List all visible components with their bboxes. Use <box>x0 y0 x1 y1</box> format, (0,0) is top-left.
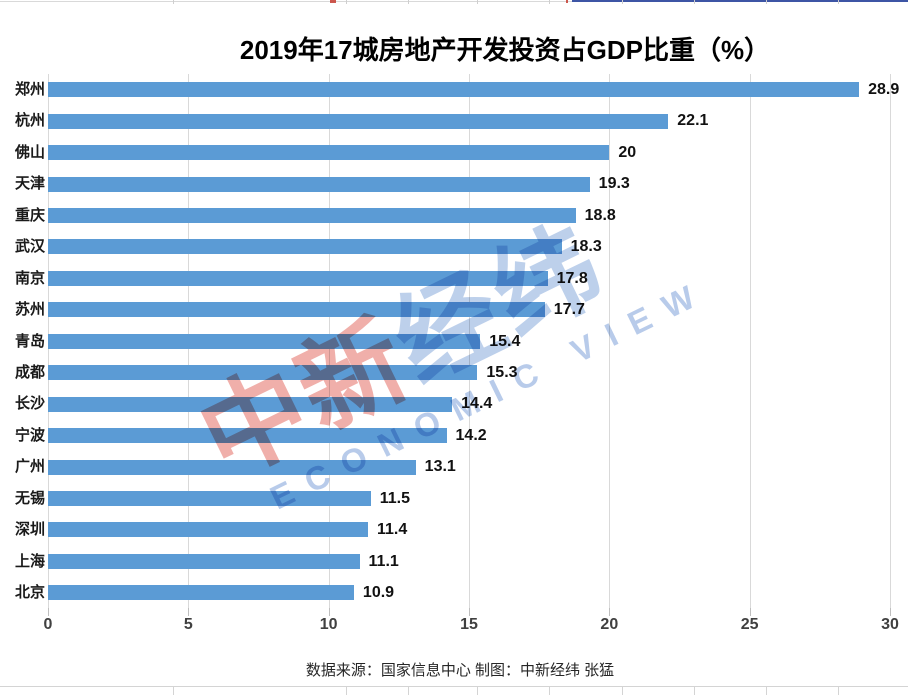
gridline <box>890 74 891 608</box>
value-label: 15.4 <box>489 332 521 350</box>
value-label: 18.3 <box>570 238 602 256</box>
x-axis-label: 15 <box>460 616 478 633</box>
bar <box>48 176 590 192</box>
category-label: 深圳 <box>14 521 45 539</box>
category-label: 无锡 <box>14 489 45 507</box>
sheet-column-tick <box>694 0 695 4</box>
sheet-column-tick <box>173 0 174 4</box>
bar <box>48 428 447 444</box>
value-label: 15.3 <box>486 363 518 381</box>
value-label: 10.9 <box>362 584 395 602</box>
bar <box>48 553 360 569</box>
category-label: 苏州 <box>14 301 45 319</box>
bar <box>48 459 416 475</box>
bar <box>48 82 860 98</box>
value-label: 11.5 <box>379 489 411 507</box>
category-label: 长沙 <box>14 395 45 413</box>
sheet-column-tick <box>549 0 550 4</box>
bar <box>48 522 368 538</box>
x-axis-tick <box>469 608 470 616</box>
value-label: 17.7 <box>553 301 585 319</box>
bar <box>48 207 576 223</box>
bar <box>48 333 481 349</box>
value-label: 22.1 <box>677 112 709 130</box>
sheet-top-red-mark <box>566 0 568 3</box>
gridline <box>609 74 611 608</box>
value-label: 19.3 <box>598 175 630 193</box>
x-axis-tick <box>609 608 611 616</box>
value-label: 17.8 <box>556 269 588 287</box>
bar <box>48 302 545 318</box>
category-label: 重庆 <box>14 206 45 224</box>
value-label: 20 <box>618 143 637 161</box>
x-axis-tick <box>328 608 330 616</box>
category-label: 成都 <box>14 363 45 381</box>
x-axis-tick <box>890 608 891 616</box>
category-label: 青岛 <box>14 332 45 350</box>
sheet-column-tick <box>408 687 409 695</box>
sheet-column-tick <box>173 687 174 695</box>
x-axis-label: 25 <box>740 616 759 633</box>
sheet-column-tick <box>622 687 623 695</box>
category-label: 南京 <box>14 269 45 287</box>
x-axis-tick <box>749 608 751 616</box>
x-axis-tick <box>188 608 190 616</box>
category-label: 郑州 <box>14 81 45 98</box>
sheet-column-tick <box>766 0 767 4</box>
sheet-column-tick <box>477 687 478 695</box>
bar <box>48 490 371 506</box>
value-label: 14.2 <box>455 426 487 444</box>
bar <box>48 585 354 601</box>
sheet-column-tick <box>766 687 767 695</box>
sheet-column-tick <box>346 687 347 695</box>
value-label: 14.4 <box>461 395 493 413</box>
value-label: 13.1 <box>424 458 456 476</box>
sheet-column-tick <box>477 0 478 4</box>
value-label: 28.9 <box>868 81 900 98</box>
x-axis-label: 30 <box>881 616 899 633</box>
x-axis-label: 0 <box>43 616 53 633</box>
sheet-column-tick <box>622 0 623 4</box>
sheet-column-tick <box>346 0 347 4</box>
bar <box>48 396 453 412</box>
sheet-top-red-mark <box>330 0 336 3</box>
sheet-bottom-gridline <box>0 686 908 687</box>
x-axis-label: 20 <box>600 616 619 633</box>
chart-title: 2019年17城房地产开发投资占GDP比重（%） <box>239 35 771 65</box>
value-label: 18.8 <box>584 206 616 224</box>
source-note: 数据来源：国家信息中心 制图：中新经纬 张猛 <box>305 662 615 679</box>
category-label: 上海 <box>14 552 45 570</box>
bar <box>48 270 548 286</box>
bar <box>48 239 562 255</box>
sheet-top-selection-border <box>572 0 908 2</box>
value-label: 11.4 <box>376 521 408 539</box>
value-label: 11.1 <box>368 552 399 570</box>
bar <box>48 113 669 129</box>
category-label: 天津 <box>14 175 45 193</box>
sheet-column-tick <box>549 687 550 695</box>
category-label: 佛山 <box>14 143 45 161</box>
bar <box>48 145 610 161</box>
sheet-column-tick <box>694 687 695 695</box>
category-label: 杭州 <box>14 112 45 130</box>
category-label: 广州 <box>14 458 45 476</box>
bar <box>48 365 478 381</box>
sheet-column-tick <box>838 687 839 695</box>
category-label: 武汉 <box>14 238 45 256</box>
category-label: 宁波 <box>14 426 45 444</box>
x-axis-tick <box>48 608 49 616</box>
x-axis-label: 10 <box>319 616 338 633</box>
sheet-column-tick <box>838 0 839 4</box>
sheet-column-tick <box>408 0 409 4</box>
category-label: 北京 <box>14 584 45 602</box>
x-axis-label: 5 <box>183 616 193 633</box>
sheet-top-gridline <box>0 1 908 2</box>
gridline <box>749 74 751 608</box>
